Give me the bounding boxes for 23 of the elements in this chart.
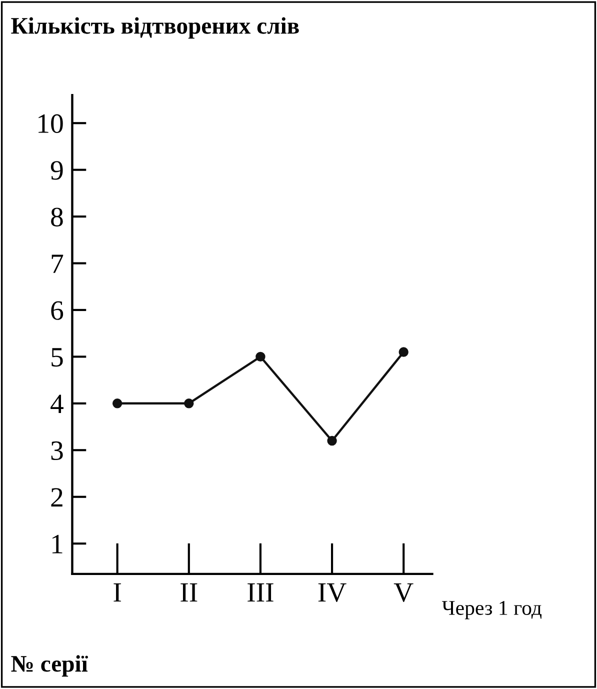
point xyxy=(327,436,337,446)
y-tick-label: 3 xyxy=(51,441,63,460)
y-tick-label: 7 xyxy=(52,254,64,273)
y-tick-label: 6 xyxy=(51,301,64,320)
text: Через 1 год xyxy=(442,601,542,620)
x-axis-title: № серії xyxy=(11,655,88,677)
x-tick-label: IV xyxy=(318,583,346,602)
x-tick-label: II xyxy=(180,583,198,602)
point xyxy=(256,352,266,362)
chart-title: Кількість відтворених слів xyxy=(11,17,299,39)
x-tick-label: V xyxy=(394,583,414,602)
point xyxy=(112,398,122,408)
x-tick-label: III xyxy=(248,583,274,602)
y-tick-label: 9 xyxy=(50,161,63,180)
y-tick-label: 4 xyxy=(50,394,64,414)
x-tick-label: I xyxy=(114,583,121,602)
point xyxy=(398,347,408,357)
y-tick-label: 5 xyxy=(52,348,63,367)
y-tick-label: 2 xyxy=(51,488,62,506)
y-tick-label: 1 xyxy=(52,534,62,554)
y-tick-label: 10 xyxy=(38,114,63,134)
y-tick-label: 8 xyxy=(51,208,63,226)
point xyxy=(184,398,194,408)
